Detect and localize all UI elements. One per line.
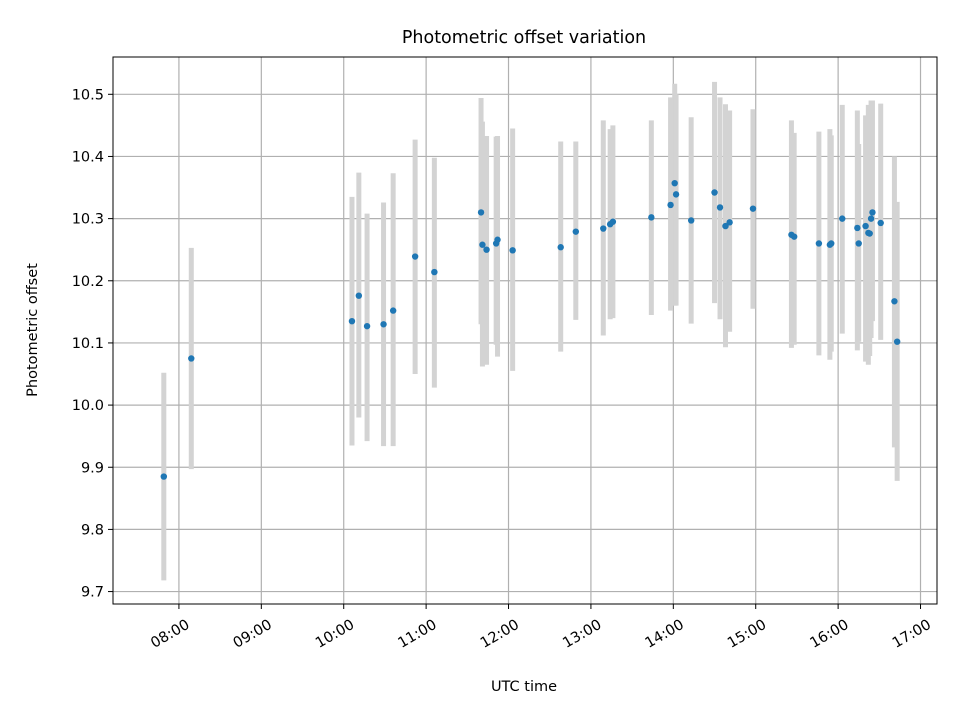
data-point: [790, 233, 798, 240]
x-tick-label: 11:00: [395, 617, 439, 652]
x-tick-label: 15:00: [725, 617, 769, 652]
data-point: [479, 241, 486, 248]
data-point: [711, 189, 718, 196]
data-point: [557, 244, 564, 251]
data-point: [411, 253, 419, 260]
data-point: [749, 205, 757, 212]
grid-lines: [113, 57, 937, 604]
data-point: [483, 246, 490, 253]
x-tick-label: 13:00: [560, 617, 604, 652]
data-points: [160, 179, 901, 480]
data-point: [600, 225, 607, 232]
y-tick-label: 10.2: [72, 274, 104, 290]
data-point: [355, 292, 363, 299]
data-point: [867, 215, 875, 222]
data-point: [687, 217, 695, 224]
data-point: [494, 236, 501, 243]
data-point: [363, 322, 371, 330]
data-point: [509, 247, 516, 254]
data-point: [667, 201, 674, 209]
chart-title: Photometric offset variation: [402, 28, 646, 48]
y-tick-label: 10.1: [72, 336, 104, 352]
data-point: [722, 222, 729, 230]
data-point: [431, 268, 438, 276]
data-point: [854, 224, 861, 232]
x-tick-label: 09:00: [231, 617, 275, 652]
plot-frame: [112, 56, 938, 605]
data-point: [671, 179, 678, 187]
data-point: [609, 218, 617, 225]
y-tick-label: 10.5: [72, 87, 104, 103]
data-point: [726, 219, 733, 226]
data-point: [862, 222, 869, 230]
x-axis-label: UTC time: [491, 679, 557, 695]
x-tick-label: 16:00: [807, 617, 851, 652]
data-point: [348, 317, 356, 325]
data-point: [828, 240, 835, 247]
x-axis-ticks: 08:00 09:00 10:00 11:00 12:00 13:00 14:00 15:00…: [148, 604, 934, 652]
data-point: [188, 355, 195, 362]
x-tick-label: 14:00: [643, 617, 687, 652]
y-tick-label: 9.8: [81, 522, 104, 538]
data-point: [648, 214, 655, 221]
y-tick-label: 9.7: [81, 585, 104, 601]
x-tick-label: 08:00: [148, 617, 192, 652]
y-tick-label: 10.0: [72, 398, 104, 414]
data-point: [893, 338, 901, 345]
x-tick-label: 12:00: [478, 617, 522, 652]
data-point: [839, 215, 846, 222]
data-point: [380, 321, 387, 328]
data-point: [866, 230, 873, 237]
y-tick-label: 9.9: [81, 460, 104, 476]
data-point: [869, 209, 876, 216]
y-tick-label: 10.4: [72, 149, 104, 165]
x-tick-label: 10:00: [313, 617, 357, 652]
x-tick-label: 17:00: [890, 617, 934, 652]
data-point: [855, 240, 862, 247]
data-point: [389, 307, 397, 314]
data-point: [160, 473, 168, 480]
y-axis-ticks: 9.7 9.8 9.9 10.0 10.1 10.2 10.3 10.4 10.5: [72, 87, 113, 601]
data-point: [477, 209, 485, 216]
data-point: [815, 240, 823, 247]
data-point: [716, 204, 724, 211]
y-axis-label: Photometric offset: [25, 263, 41, 397]
y-tick-label: 10.3: [72, 212, 104, 228]
data-point: [877, 219, 884, 227]
data-point: [672, 191, 680, 198]
data-point: [891, 298, 898, 305]
data-point: [572, 228, 580, 235]
